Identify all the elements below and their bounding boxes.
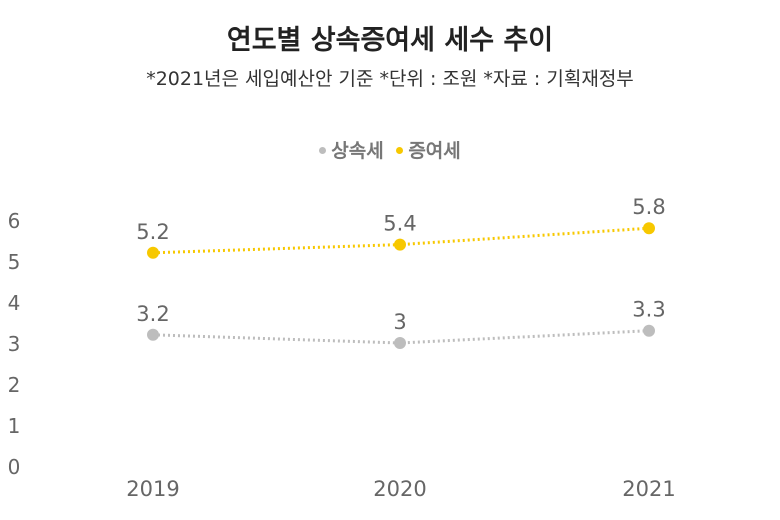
y-tick-label: 4 xyxy=(8,291,21,315)
data-label: 5.2 xyxy=(136,220,169,244)
chart-title: 연도별 상속증여세 세수 추이 xyxy=(226,25,554,56)
x-tick-label: 2019 xyxy=(126,477,179,501)
data-point xyxy=(394,337,406,349)
data-label: 5.8 xyxy=(632,195,665,219)
y-tick-label: 3 xyxy=(8,332,21,356)
data-point xyxy=(394,238,406,251)
x-tick-label: 2021 xyxy=(622,477,675,501)
data-point xyxy=(147,246,159,259)
legend: 상속세 증여세 xyxy=(0,136,780,163)
data-point xyxy=(643,324,655,337)
data-label: 3.3 xyxy=(632,298,665,322)
legend-item-gift: 증여세 xyxy=(396,140,461,162)
y-tick-label: 0 xyxy=(8,455,21,479)
y-tick-label: 2 xyxy=(8,373,21,397)
legend-label: 증여세 xyxy=(408,140,461,162)
chart-subtitle: *2021년은 세입예산안 기준 *단위 : 조원 *자료 : 기획재정부 xyxy=(146,68,634,90)
data-label: 5.4 xyxy=(383,212,416,236)
legend-label: 상속세 xyxy=(331,140,384,162)
y-tick-label: 1 xyxy=(8,414,21,438)
legend-marker-icon xyxy=(319,146,327,154)
data-label: 3 xyxy=(393,310,406,334)
y-tick-label: 5 xyxy=(8,250,21,274)
legend-item-inheritance: 상속세 xyxy=(319,140,384,162)
x-tick-label: 2020 xyxy=(373,477,426,501)
legend-marker-icon xyxy=(396,146,404,154)
data-point xyxy=(147,328,159,341)
data-label: 3.2 xyxy=(136,302,169,326)
y-tick-label: 6 xyxy=(8,209,21,233)
data-point xyxy=(643,222,655,235)
